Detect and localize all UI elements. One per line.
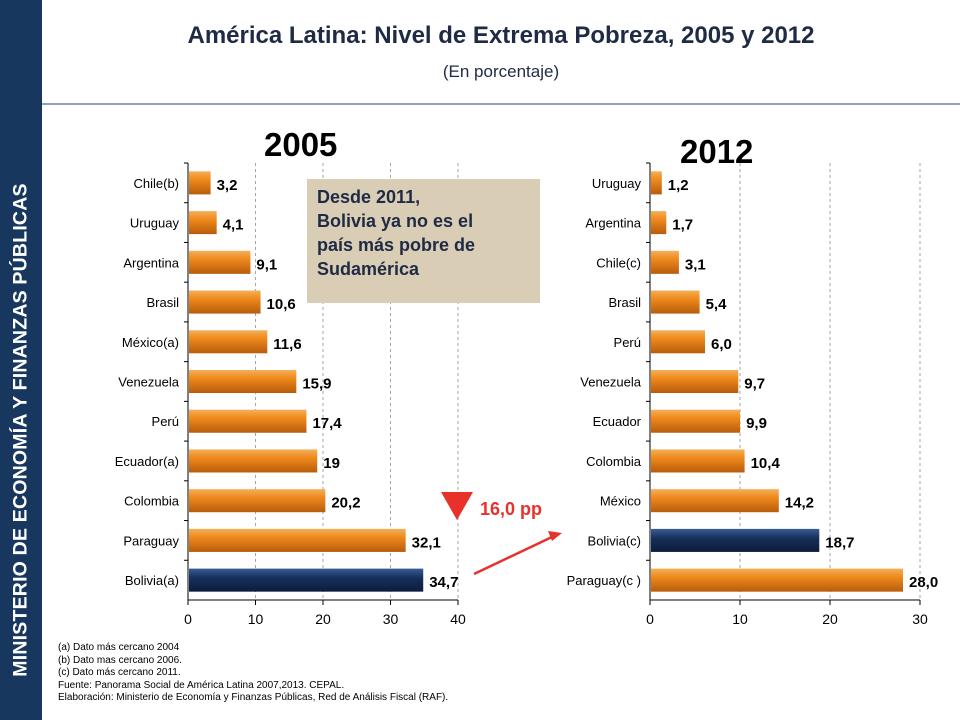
- arrow-head-icon: [548, 531, 562, 541]
- data-label-2005: 32,1: [412, 534, 441, 551]
- page-subtitle: (En porcentaje): [442, 62, 560, 81]
- data-label-2005: 15,9: [302, 376, 331, 393]
- data-label-2005: 3,2: [217, 177, 238, 194]
- category-label-2005: Bolivia(a): [125, 573, 179, 588]
- bar-2012: [651, 211, 667, 235]
- data-label-2012: 14,2: [785, 495, 814, 512]
- bar-2012: [651, 171, 662, 195]
- x-tick-label-2005: 30: [383, 611, 399, 627]
- bar-2012: [651, 369, 739, 394]
- header-divider: [42, 103, 960, 105]
- bar-2012: [651, 528, 820, 552]
- x-tick-label-2012: 30: [912, 611, 928, 627]
- category-label-2005: Uruguay: [130, 216, 180, 231]
- data-label-2012: 3,1: [685, 256, 706, 273]
- footnote: (a) Dato más cercano 2004: [58, 642, 180, 653]
- bar-2012: [651, 330, 705, 354]
- down-triangle-icon: [441, 492, 473, 520]
- bar-2005: [189, 449, 318, 473]
- data-label-2012: 10,4: [751, 455, 781, 472]
- footnote: Elaboración: Ministerio de Economía y Fi…: [58, 692, 449, 703]
- category-label-2012: Venezuela: [580, 375, 641, 390]
- callout-line: Sudamérica: [317, 259, 420, 279]
- data-label-2005: 34,7: [429, 574, 458, 591]
- data-label-2005: 20,2: [331, 495, 360, 512]
- data-label-2005: 9,1: [256, 256, 277, 273]
- reduction-label: 16,0 pp: [480, 499, 543, 519]
- x-tick-label-2005: 20: [315, 611, 331, 627]
- category-label-2012: Chile(c): [596, 255, 641, 270]
- category-label-2012: Paraguay(c ): [567, 573, 641, 588]
- data-label-2005: 19: [323, 455, 340, 472]
- bar-2005: [189, 409, 307, 433]
- data-label-2012: 1,2: [668, 177, 689, 194]
- arrow-line: [473, 535, 553, 576]
- category-label-2005: Paraguay: [123, 533, 179, 548]
- category-label-2012: Perú: [614, 335, 641, 350]
- data-label-2005: 11,6: [273, 336, 301, 353]
- bar-2005: [189, 330, 268, 354]
- category-label-2012: Ecuador: [593, 414, 642, 429]
- x-tick-label-2005: 40: [450, 611, 466, 627]
- x-tick-label-2012: 0: [646, 611, 654, 627]
- callout-line: país más pobre de: [317, 235, 476, 255]
- bar-2005: [189, 568, 424, 592]
- footnote: Fuente: Panorama Social de América Latin…: [58, 679, 345, 691]
- bar-2012: [651, 250, 679, 274]
- page-title: América Latina: Nivel de Extrema Pobreza…: [187, 22, 815, 49]
- bar-2005: [189, 369, 297, 394]
- category-label-2012: Argentina: [585, 216, 641, 231]
- x-tick-label-2012: 20: [822, 611, 838, 627]
- data-label-2012: 6,0: [711, 336, 732, 353]
- bar-2005: [189, 528, 406, 552]
- data-label-2005: 17,4: [312, 415, 342, 432]
- callout-line: Bolivia ya no es el: [317, 211, 474, 231]
- category-label-2005: Perú: [152, 414, 179, 429]
- x-tick-label-2012: 10: [732, 611, 748, 627]
- footnote: (c) Dato más cercano 2011.: [58, 667, 181, 678]
- data-label-2012: 9,9: [746, 415, 767, 432]
- category-label-2012: México: [600, 494, 641, 509]
- data-label-2005: 4,1: [223, 217, 244, 234]
- data-label-2012: 18,7: [825, 534, 854, 551]
- category-label-2012: Colombia: [586, 454, 642, 469]
- category-label-2012: Brasil: [608, 295, 641, 310]
- bar-2005: [189, 290, 261, 314]
- bar-2005: [189, 211, 217, 235]
- data-label-2005: 10,6: [267, 296, 296, 313]
- data-label-2012: 28,0: [909, 574, 938, 591]
- category-label-2005: Argentina: [123, 255, 179, 270]
- bar-2005: [189, 250, 251, 274]
- bar-2012: [651, 489, 779, 513]
- chart-title-2005: 2005: [264, 126, 338, 163]
- data-label-2012: 9,7: [744, 376, 765, 393]
- category-label-2005: México(a): [122, 335, 179, 350]
- x-tick-label-2005: 10: [248, 611, 264, 627]
- sidebar: MINISTERIO DE ECONOMÍA Y FINANZAS PÚBLIC…: [0, 0, 42, 720]
- data-label-2012: 5,4: [706, 296, 728, 313]
- category-label-2005: Brasil: [146, 295, 179, 310]
- bar-2005: [189, 489, 326, 513]
- category-label-2012: Uruguay: [592, 176, 642, 191]
- category-label-2005: Chile(b): [133, 176, 179, 191]
- category-label-2012: Bolivia(c): [588, 533, 641, 548]
- bar-2005: [189, 171, 211, 195]
- bolivia-callout-box: Desde 2011, Bolivia ya no es el país más…: [307, 179, 540, 303]
- data-label-2012: 1,7: [672, 217, 693, 234]
- chart-title-2012: 2012: [680, 133, 754, 170]
- bar-2012: [651, 449, 745, 473]
- bar-2012: [651, 290, 700, 314]
- category-label-2005: Venezuela: [118, 375, 179, 390]
- category-label-2005: Ecuador(a): [115, 454, 179, 469]
- bar-2012: [651, 568, 903, 592]
- x-tick-label-2005: 0: [184, 611, 192, 627]
- footnote: (b) Dato mas cercano 2006.: [58, 654, 182, 666]
- footnotes: (a) Dato más cercano 2004 (b) Dato mas c…: [58, 642, 448, 705]
- callout-line: Desde 2011,: [317, 187, 421, 207]
- category-label-2005: Colombia: [124, 494, 180, 509]
- bar-2012: [651, 409, 741, 433]
